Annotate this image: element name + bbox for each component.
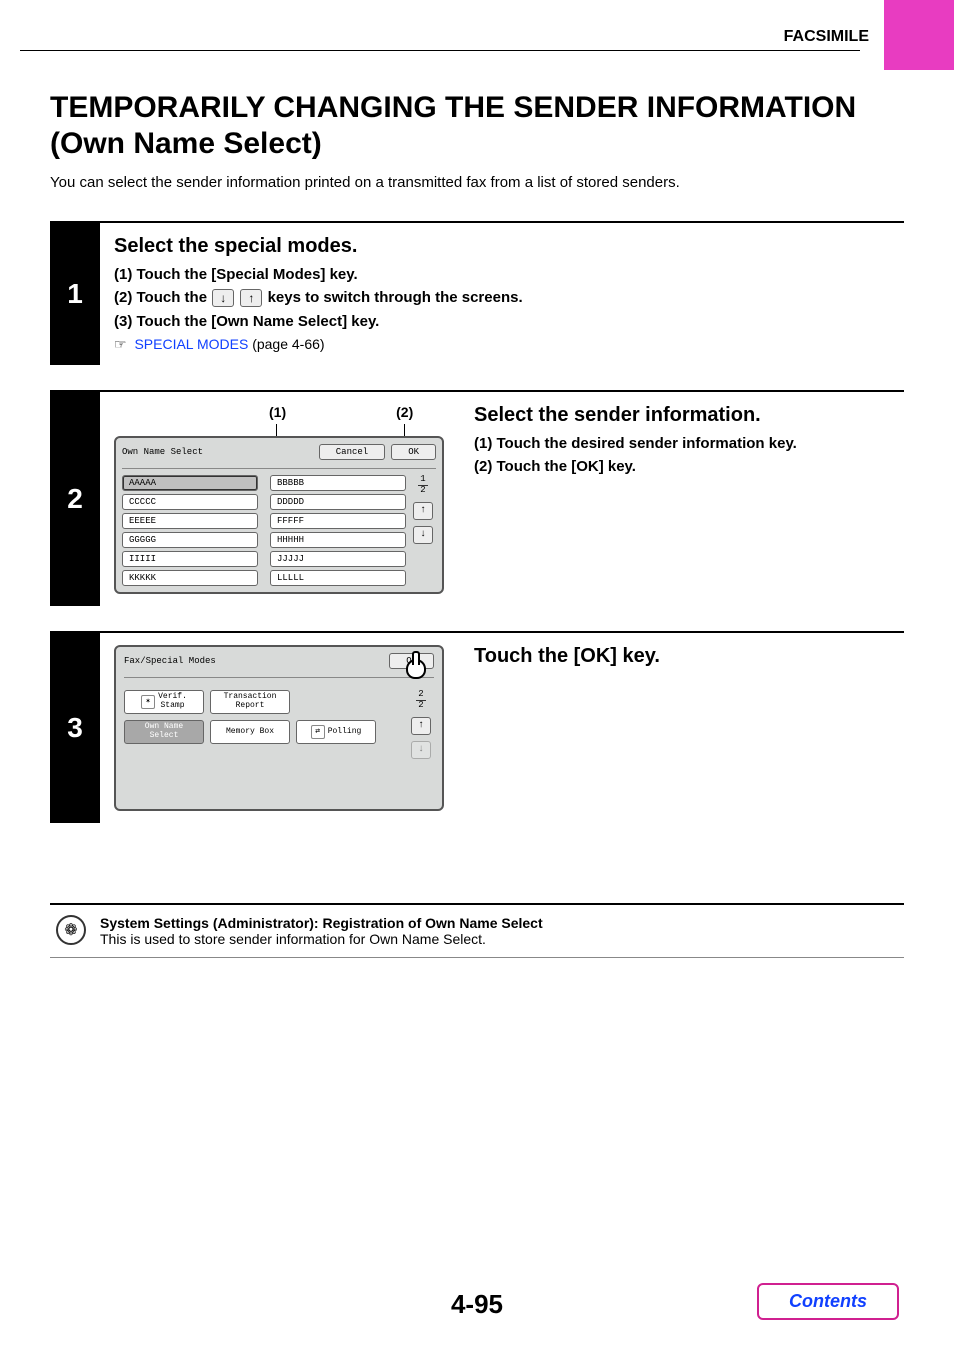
sender-bbbbb[interactable]: BBBBB [270,475,406,491]
step2-heading: Select the sender information. [474,404,904,427]
polling-button[interactable]: ⇄ Polling [296,720,376,744]
verif-stamp-button[interactable]: ✶ Verif. Stamp [124,690,204,714]
sp-page-indicator: 2 2 [416,690,426,711]
down-arrow-key-icon: ↓ [212,289,234,307]
panel-title: Own Name Select [122,447,203,457]
transaction-report-label: Transaction Report [224,693,277,711]
intro-text: You can select the sender information pr… [50,174,904,191]
transaction-report-button[interactable]: Transaction Report [210,690,290,714]
step1-ref: ☞ SPECIAL MODES (page 4-66) [114,336,904,353]
sender-fffff[interactable]: FFFFF [270,513,406,529]
polling-icon: ⇄ [311,725,325,739]
step1-sub2-prefix: (2) Touch the [114,289,211,306]
top-rule [20,50,860,51]
step-number-2: 2 [50,392,100,606]
page-indicator: 1 2 [418,475,428,496]
sp-scroll-up-button[interactable]: ↑ [411,717,431,735]
sender-ggggg[interactable]: GGGGG [122,532,258,548]
scroll-down-button[interactable]: ↓ [413,526,433,544]
step-number-3: 3 [50,633,100,823]
sender-hhhhh[interactable]: HHHHH [270,532,406,548]
sp-page-current: 2 [418,689,423,699]
sender-ccccc[interactable]: CCCCC [122,494,258,510]
corner-tab [884,0,954,70]
ref-page: (page 4-66) [248,336,324,352]
step-2: 2 (1) (2) Own Name [50,390,904,606]
note-row: ❁ System Settings (Administrator): Regis… [50,905,904,958]
cancel-button[interactable]: Cancel [319,444,385,460]
step1-sub2: (2) Touch the ↓ ↑ keys to switch through… [114,289,904,307]
own-name-select-button[interactable]: Own Name Select [124,720,204,744]
ok-button[interactable]: OK [391,444,436,460]
step2-sub2: (2) Touch the [OK] key. [474,458,904,475]
sp-scroll-down-button[interactable]: ↓ [411,741,431,759]
callout-markers: (1) (2) [114,404,444,424]
step-1: 1 Select the special modes. (1) Touch th… [50,221,904,365]
sender-aaaaa[interactable]: AAAAA [122,475,258,491]
special-modes-link[interactable]: SPECIAL MODES [134,336,248,352]
step1-sub3: (3) Touch the [Own Name Select] key. [114,313,904,330]
contents-button[interactable]: Contents [757,1283,899,1320]
callout-1: (1) [269,404,286,420]
step-number-1: 1 [50,223,100,365]
sender-ddddd[interactable]: DDDDD [270,494,406,510]
sender-lllll[interactable]: LLLLL [270,570,406,586]
page-title: TEMPORARILY CHANGING THE SENDER INFORMAT… [50,90,904,162]
callout-lines [114,424,444,436]
settings-gear-icon: ❁ [56,915,86,945]
own-name-select-label: Own Name Select [145,723,183,741]
page-current: 1 [420,474,425,484]
callout-2: (2) [396,404,413,420]
step1-sub2-suffix: keys to switch through the screens. [268,289,523,306]
note-body: This is used to store sender information… [100,931,543,947]
step1-heading: Select the special modes. [114,235,904,258]
scroll-up-button[interactable]: ↑ [413,502,433,520]
sp-page-total: 2 [418,700,423,710]
step-3: 3 Fax/Special Modes OK [50,631,904,823]
section-label: FACSIMILE [784,28,869,46]
stamp-icon: ✶ [141,695,155,709]
verif-stamp-label: Verif. Stamp [158,693,187,711]
page-total: 2 [420,485,425,495]
sender-kkkkk[interactable]: KKKKK [122,570,258,586]
special-modes-panel: Fax/Special Modes OK ✶ Verif. Stamp [114,645,444,811]
step1-sub1: (1) Touch the [Special Modes] key. [114,266,904,283]
sp-panel-title: Fax/Special Modes [124,656,216,666]
step2-sub1: (1) Touch the desired sender information… [474,435,904,452]
sender-jjjjj[interactable]: JJJJJ [270,551,406,567]
sp-ok-button[interactable]: OK [389,653,434,669]
polling-label: Polling [328,728,362,737]
note-heading: System Settings (Administrator): Registr… [100,915,543,931]
step3-heading: Touch the [OK] key. [474,645,904,668]
pointer-icon: ☞ [114,336,127,352]
own-name-select-panel: Own Name Select Cancel OK AAAAA BBBBB [114,436,444,594]
memory-box-button[interactable]: Memory Box [210,720,290,744]
up-arrow-key-icon: ↑ [240,289,262,307]
sender-iiiii[interactable]: IIIII [122,551,258,567]
memory-box-label: Memory Box [226,728,274,737]
sender-eeeee[interactable]: EEEEE [122,513,258,529]
